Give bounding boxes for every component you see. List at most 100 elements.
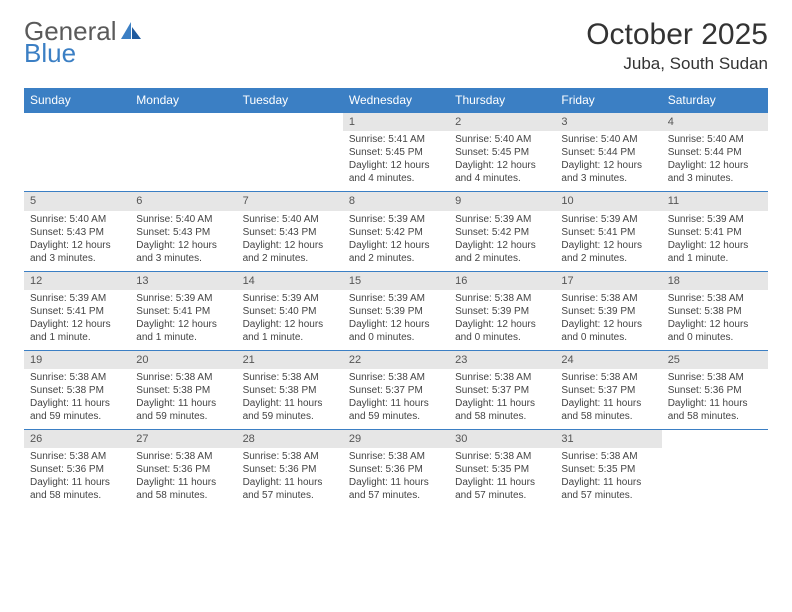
day-details: Sunrise: 5:41 AMSunset: 5:45 PMDaylight:… <box>343 131 449 191</box>
sunrise-text: Sunrise: 5:38 AM <box>455 371 549 384</box>
day-number: 18 <box>662 271 768 290</box>
calendar-day-cell: 11Sunrise: 5:39 AMSunset: 5:41 PMDayligh… <box>662 191 768 270</box>
daylight-text: Daylight: 11 hours and 58 minutes. <box>136 476 230 502</box>
day-details: Sunrise: 5:38 AMSunset: 5:39 PMDaylight:… <box>449 290 555 350</box>
weekday-header: Sunday <box>24 88 130 112</box>
day-number: 13 <box>130 271 236 290</box>
day-details: Sunrise: 5:38 AMSunset: 5:38 PMDaylight:… <box>24 369 130 429</box>
calendar-day-cell <box>24 112 130 191</box>
calendar-day-cell: 7Sunrise: 5:40 AMSunset: 5:43 PMDaylight… <box>237 191 343 270</box>
sunrise-text: Sunrise: 5:38 AM <box>349 371 443 384</box>
sunset-text: Sunset: 5:41 PM <box>668 226 762 239</box>
header: General Blue October 2025 Juba, South Su… <box>24 18 768 74</box>
day-number: 29 <box>343 429 449 448</box>
daylight-text: Daylight: 12 hours and 2 minutes. <box>455 239 549 265</box>
day-details: Sunrise: 5:38 AMSunset: 5:36 PMDaylight:… <box>237 448 343 508</box>
day-details: Sunrise: 5:40 AMSunset: 5:44 PMDaylight:… <box>555 131 661 191</box>
sunset-text: Sunset: 5:38 PM <box>668 305 762 318</box>
daylight-text: Daylight: 12 hours and 2 minutes. <box>349 239 443 265</box>
calendar-week-row: 1Sunrise: 5:41 AMSunset: 5:45 PMDaylight… <box>24 112 768 191</box>
sunrise-text: Sunrise: 5:40 AM <box>561 133 655 146</box>
day-details: Sunrise: 5:38 AMSunset: 5:36 PMDaylight:… <box>130 448 236 508</box>
calendar-day-cell <box>130 112 236 191</box>
day-number: 26 <box>24 429 130 448</box>
daylight-text: Daylight: 11 hours and 59 minutes. <box>136 397 230 423</box>
day-number: 31 <box>555 429 661 448</box>
day-number: 17 <box>555 271 661 290</box>
weekday-header: Saturday <box>662 88 768 112</box>
calendar-day-cell: 9Sunrise: 5:39 AMSunset: 5:42 PMDaylight… <box>449 191 555 270</box>
day-details: Sunrise: 5:39 AMSunset: 5:41 PMDaylight:… <box>24 290 130 350</box>
day-number: 25 <box>662 350 768 369</box>
day-number: 9 <box>449 191 555 210</box>
day-number: 21 <box>237 350 343 369</box>
sunrise-text: Sunrise: 5:38 AM <box>455 292 549 305</box>
sunrise-text: Sunrise: 5:39 AM <box>136 292 230 305</box>
day-details: Sunrise: 5:38 AMSunset: 5:38 PMDaylight:… <box>130 369 236 429</box>
day-details: Sunrise: 5:40 AMSunset: 5:43 PMDaylight:… <box>130 211 236 271</box>
weekday-header: Monday <box>130 88 236 112</box>
sunset-text: Sunset: 5:39 PM <box>455 305 549 318</box>
day-number: 16 <box>449 271 555 290</box>
calendar-day-cell: 28Sunrise: 5:38 AMSunset: 5:36 PMDayligh… <box>237 429 343 508</box>
calendar-day-cell: 18Sunrise: 5:38 AMSunset: 5:38 PMDayligh… <box>662 271 768 350</box>
sunrise-text: Sunrise: 5:38 AM <box>243 450 337 463</box>
calendar-day-cell: 4Sunrise: 5:40 AMSunset: 5:44 PMDaylight… <box>662 112 768 191</box>
sunrise-text: Sunrise: 5:40 AM <box>30 213 124 226</box>
sunrise-text: Sunrise: 5:40 AM <box>243 213 337 226</box>
calendar-day-cell: 14Sunrise: 5:39 AMSunset: 5:40 PMDayligh… <box>237 271 343 350</box>
calendar-day-cell: 12Sunrise: 5:39 AMSunset: 5:41 PMDayligh… <box>24 271 130 350</box>
daylight-text: Daylight: 12 hours and 3 minutes. <box>561 159 655 185</box>
calendar-day-cell: 15Sunrise: 5:39 AMSunset: 5:39 PMDayligh… <box>343 271 449 350</box>
daylight-text: Daylight: 11 hours and 59 minutes. <box>243 397 337 423</box>
sunset-text: Sunset: 5:37 PM <box>349 384 443 397</box>
day-number: 2 <box>449 112 555 131</box>
day-details: Sunrise: 5:38 AMSunset: 5:38 PMDaylight:… <box>662 290 768 350</box>
day-details: Sunrise: 5:39 AMSunset: 5:40 PMDaylight:… <box>237 290 343 350</box>
sunset-text: Sunset: 5:35 PM <box>561 463 655 476</box>
sunrise-text: Sunrise: 5:40 AM <box>455 133 549 146</box>
day-number: 10 <box>555 191 661 210</box>
daylight-text: Daylight: 12 hours and 0 minutes. <box>455 318 549 344</box>
page-title: October 2025 <box>586 18 768 52</box>
day-details: Sunrise: 5:40 AMSunset: 5:45 PMDaylight:… <box>449 131 555 191</box>
day-number: 4 <box>662 112 768 131</box>
weekday-header: Wednesday <box>343 88 449 112</box>
calendar-week-row: 26Sunrise: 5:38 AMSunset: 5:36 PMDayligh… <box>24 429 768 508</box>
day-number: 15 <box>343 271 449 290</box>
day-number: 11 <box>662 191 768 210</box>
calendar-day-cell: 24Sunrise: 5:38 AMSunset: 5:37 PMDayligh… <box>555 350 661 429</box>
sunrise-text: Sunrise: 5:41 AM <box>349 133 443 146</box>
day-details: Sunrise: 5:38 AMSunset: 5:37 PMDaylight:… <box>449 369 555 429</box>
sunset-text: Sunset: 5:45 PM <box>349 146 443 159</box>
day-number: 1 <box>343 112 449 131</box>
day-number: 28 <box>237 429 343 448</box>
daylight-text: Daylight: 11 hours and 58 minutes. <box>455 397 549 423</box>
calendar-day-cell: 25Sunrise: 5:38 AMSunset: 5:36 PMDayligh… <box>662 350 768 429</box>
calendar-day-cell: 19Sunrise: 5:38 AMSunset: 5:38 PMDayligh… <box>24 350 130 429</box>
daylight-text: Daylight: 11 hours and 58 minutes. <box>668 397 762 423</box>
day-details: Sunrise: 5:38 AMSunset: 5:39 PMDaylight:… <box>555 290 661 350</box>
sunrise-text: Sunrise: 5:38 AM <box>561 450 655 463</box>
daylight-text: Daylight: 11 hours and 59 minutes. <box>30 397 124 423</box>
sunset-text: Sunset: 5:36 PM <box>668 384 762 397</box>
day-details: Sunrise: 5:38 AMSunset: 5:36 PMDaylight:… <box>343 448 449 508</box>
sunset-text: Sunset: 5:43 PM <box>243 226 337 239</box>
day-number: 7 <box>237 191 343 210</box>
calendar-day-cell: 16Sunrise: 5:38 AMSunset: 5:39 PMDayligh… <box>449 271 555 350</box>
day-number: 30 <box>449 429 555 448</box>
daylight-text: Daylight: 12 hours and 2 minutes. <box>561 239 655 265</box>
daylight-text: Daylight: 11 hours and 57 minutes. <box>349 476 443 502</box>
sunrise-text: Sunrise: 5:38 AM <box>30 450 124 463</box>
calendar-day-cell <box>237 112 343 191</box>
location-label: Juba, South Sudan <box>586 54 768 74</box>
calendar-day-cell: 2Sunrise: 5:40 AMSunset: 5:45 PMDaylight… <box>449 112 555 191</box>
day-number: 6 <box>130 191 236 210</box>
calendar-table: Sunday Monday Tuesday Wednesday Thursday… <box>24 88 768 508</box>
calendar-day-cell: 23Sunrise: 5:38 AMSunset: 5:37 PMDayligh… <box>449 350 555 429</box>
sunset-text: Sunset: 5:38 PM <box>136 384 230 397</box>
daylight-text: Daylight: 12 hours and 1 minute. <box>30 318 124 344</box>
day-details: Sunrise: 5:39 AMSunset: 5:39 PMDaylight:… <box>343 290 449 350</box>
calendar-day-cell: 5Sunrise: 5:40 AMSunset: 5:43 PMDaylight… <box>24 191 130 270</box>
sunset-text: Sunset: 5:36 PM <box>243 463 337 476</box>
